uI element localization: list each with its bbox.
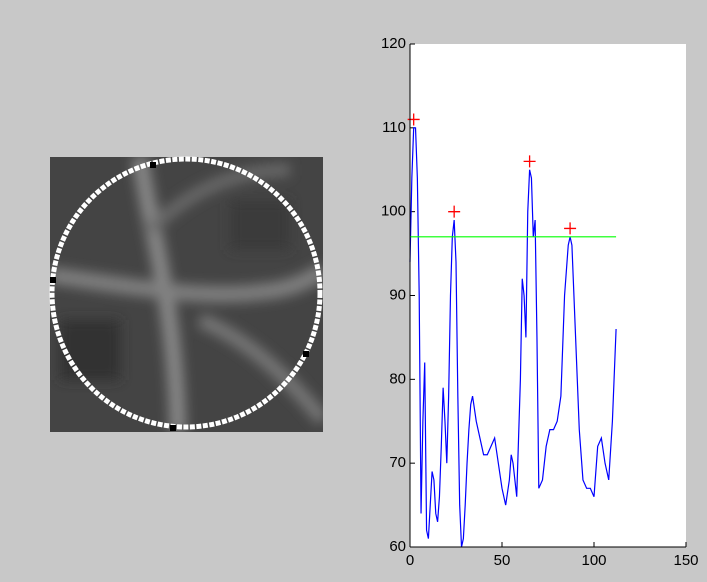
image-panel <box>50 157 323 432</box>
point <box>150 162 156 168</box>
x-tick-label: 150 <box>673 552 698 569</box>
y-tick-label: 70 <box>389 454 406 471</box>
y-tick-label: 80 <box>389 370 406 387</box>
x-tick-label: 0 <box>406 552 414 569</box>
y-tick-label: 110 <box>382 119 406 136</box>
point <box>303 351 309 357</box>
point <box>170 425 176 431</box>
point <box>50 277 56 283</box>
x-tick-label: 100 <box>581 552 606 569</box>
y-tick-label: 120 <box>381 35 406 52</box>
figure: 60 70 80 90 100 110 120 0 50 100 150 <box>0 0 707 577</box>
y-tick-label: 60 <box>389 538 406 555</box>
plot-area <box>410 44 686 547</box>
y-tick-label: 90 <box>389 286 406 303</box>
x-tick-label: 50 <box>494 552 511 569</box>
y-tick-label: 100 <box>381 203 406 220</box>
